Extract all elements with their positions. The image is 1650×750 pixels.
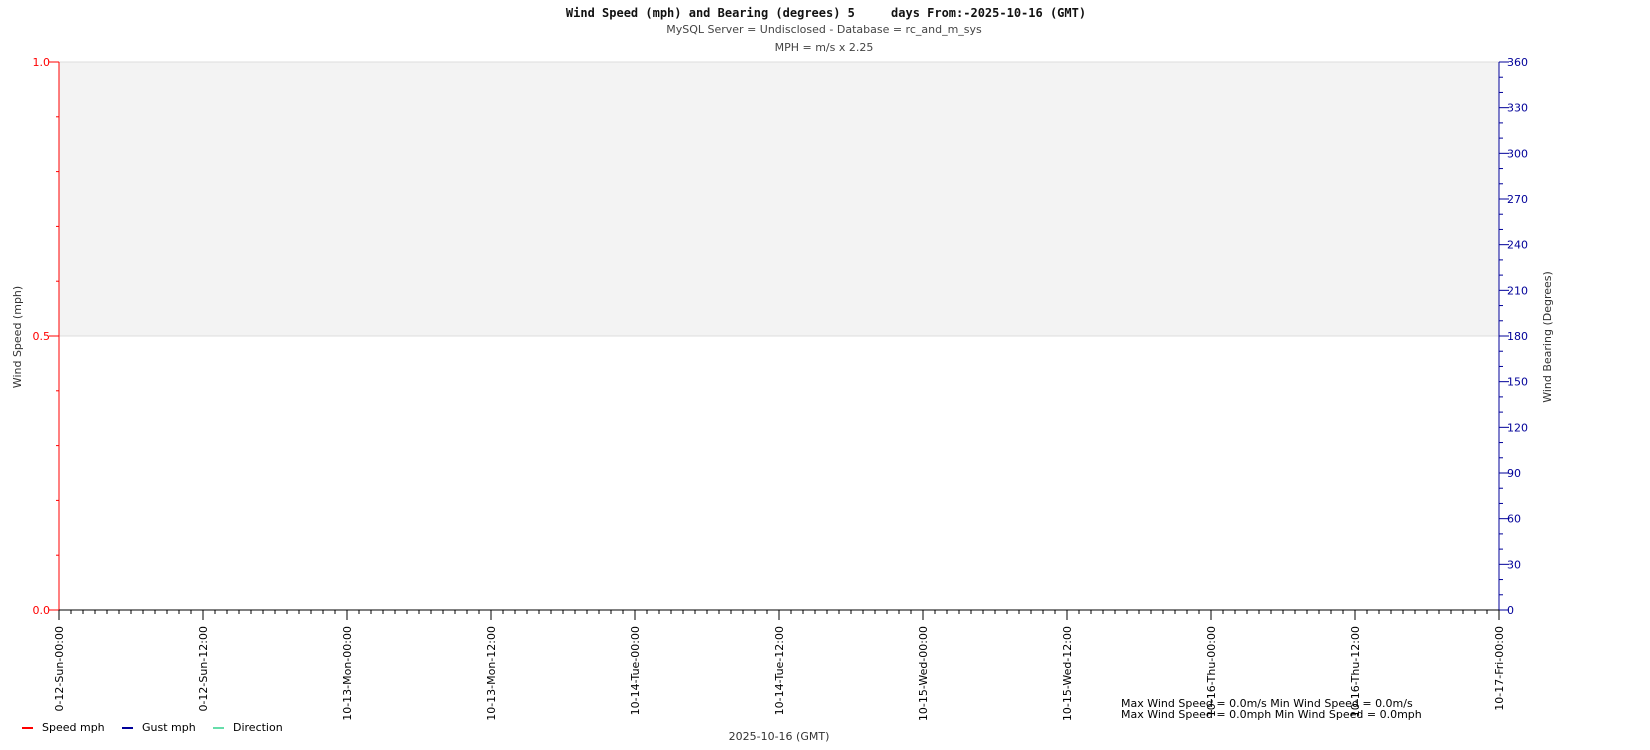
x-tick-label: 10-16-Thu-12:00 bbox=[1349, 626, 1362, 717]
x-axis-label: 2025-10-16 (GMT) bbox=[729, 730, 830, 743]
legend-label-speed: Speed mph bbox=[42, 721, 105, 734]
annotation-ms: Max Wind Speed = 0.0m/s Min Wind Speed =… bbox=[1121, 697, 1413, 710]
y-tick-label: 0.0 bbox=[33, 604, 51, 617]
upper-band bbox=[59, 62, 1499, 336]
y2-tick-label: 210 bbox=[1507, 284, 1528, 297]
y2-tick-label: 0 bbox=[1507, 604, 1514, 617]
y2-tick-label: 240 bbox=[1507, 239, 1528, 252]
legend-label-direction: Direction bbox=[233, 721, 283, 734]
y2-tick-label: 180 bbox=[1507, 330, 1528, 343]
x-tick-label: 10-15-Wed-12:00 bbox=[1061, 626, 1074, 721]
chart-subtitle-2: MPH = m/s x 2.25 bbox=[775, 41, 874, 54]
legend-item-direction: Direction bbox=[213, 721, 283, 734]
x-tick-label: 10-14-Tue-12:00 bbox=[773, 626, 786, 715]
y2-axis-label: Wind Bearing (Degrees) bbox=[1541, 271, 1554, 403]
x-tick-label: 0-12-Sun-00:00 bbox=[53, 626, 66, 712]
x-tick-label: 10-17-Fri-00:00 bbox=[1493, 626, 1506, 711]
y-axis-label: Wind Speed (mph) bbox=[11, 286, 24, 388]
y2-tick-label: 90 bbox=[1507, 467, 1521, 480]
y2-tick-label: 360 bbox=[1507, 56, 1528, 69]
y2-tick-label: 270 bbox=[1507, 193, 1528, 206]
x-tick-label: 0-12-Sun-12:00 bbox=[197, 626, 210, 712]
x-tick-label: 10-13-Mon-00:00 bbox=[341, 626, 354, 721]
x-tick-label: 10-14-Tue-00:00 bbox=[629, 626, 642, 715]
chart-title: Wind Speed (mph) and Bearing (degrees) 5… bbox=[566, 6, 1086, 20]
legend-item-speed: Speed mph bbox=[22, 721, 105, 734]
legend-item-gust: Gust mph bbox=[122, 721, 196, 734]
annotation-mph: Max Wind Speed = 0.0mph Min Wind Speed =… bbox=[1121, 708, 1422, 721]
y-tick-label: 1.0 bbox=[33, 56, 51, 69]
y2-tick-label: 30 bbox=[1507, 558, 1521, 571]
y2-tick-label: 150 bbox=[1507, 376, 1528, 389]
x-tick-label: 10-13-Mon-12:00 bbox=[485, 626, 498, 721]
y2-tick-label: 120 bbox=[1507, 421, 1528, 434]
x-tick-label: 10-15-Wed-00:00 bbox=[917, 626, 930, 721]
legend-label-gust: Gust mph bbox=[142, 721, 196, 734]
y2-tick-label: 60 bbox=[1507, 513, 1521, 526]
y2-tick-label: 300 bbox=[1507, 147, 1528, 160]
x-tick-label: 10-16-Thu-00:00 bbox=[1205, 626, 1218, 717]
legend: Speed mph Gust mph Direction bbox=[22, 721, 283, 734]
chart-subtitle: MySQL Server = Undisclosed - Database = … bbox=[666, 23, 982, 36]
y-tick-label: 0.5 bbox=[33, 330, 51, 343]
y2-tick-label: 330 bbox=[1507, 102, 1528, 115]
